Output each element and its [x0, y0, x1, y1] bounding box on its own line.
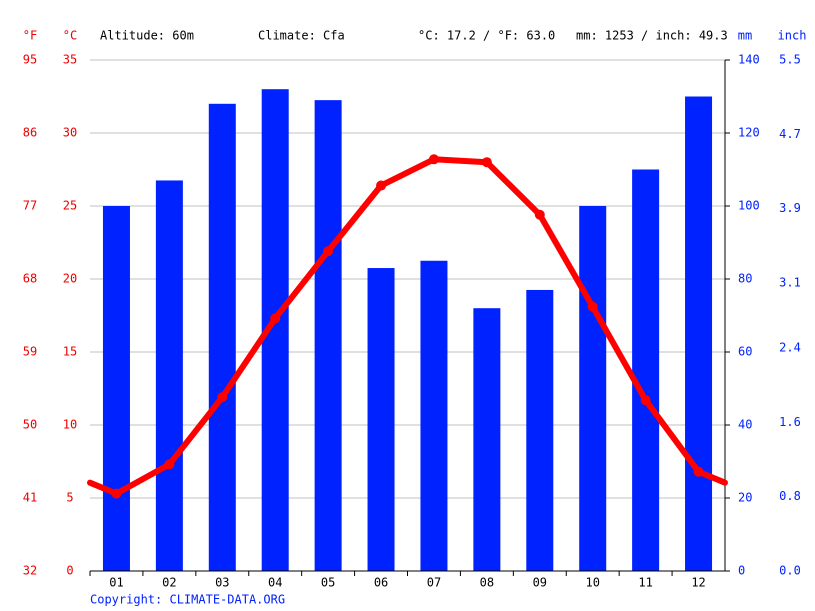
x-tick-label: 07 [427, 576, 441, 590]
inch-tick-label: 1.6 [779, 415, 801, 429]
precipitation-bar [685, 96, 713, 571]
header-info: Climate: Cfa [258, 29, 345, 43]
y2-tick-label: 0 [738, 564, 745, 578]
header-info: mm: 1253 / inch: 49.3 [576, 29, 728, 43]
fahrenheit-tick-label: 86 [23, 126, 37, 140]
inch-tick-label: 0.0 [779, 564, 801, 578]
temperature-point [428, 154, 439, 165]
inch-tick-label: 3.9 [779, 201, 801, 215]
header-info: Altitude: 60m [100, 29, 194, 43]
temperature-point [693, 466, 704, 477]
axis-unit: °F [23, 29, 37, 43]
x-tick-label: 12 [691, 576, 705, 590]
y2-tick-label: 40 [738, 418, 752, 432]
fahrenheit-tick-label: 32 [23, 564, 37, 578]
precipitation-bar [155, 180, 183, 571]
temperature-line [113, 156, 702, 497]
y-tick-label: 10 [63, 418, 77, 432]
y-tick-label: 25 [63, 199, 77, 213]
y-tick-label: 20 [63, 272, 77, 286]
precipitation-bar [314, 100, 342, 572]
x-tick-label: 01 [109, 576, 123, 590]
x-tick-label: 08 [480, 576, 494, 590]
inch-tick-label: 3.1 [779, 275, 801, 289]
x-tick-label: 09 [533, 576, 547, 590]
y-tick-label: 0 [66, 564, 73, 578]
x-tick-label: 02 [162, 576, 176, 590]
temperature-point [111, 488, 122, 499]
precipitation-bar [473, 308, 501, 571]
y2-tick-label: 140 [738, 53, 760, 67]
x-tick-label: 04 [268, 576, 282, 590]
y-tick-label: 15 [63, 345, 77, 359]
precipitation-bar [526, 289, 554, 571]
fahrenheit-tick-label: 50 [23, 418, 37, 432]
temperature-point [640, 395, 651, 406]
header-info: °C: 17.2 / °F: 63.0 [418, 29, 555, 43]
y2-tick-label: 80 [738, 272, 752, 286]
x-tick-label: 05 [321, 576, 335, 590]
temperature-point [376, 180, 387, 191]
temperature-point [164, 459, 175, 470]
inch-tick-label: 0.8 [779, 489, 801, 503]
temperature-point [217, 392, 228, 403]
inch-tick-label: 2.4 [779, 341, 801, 355]
fahrenheit-tick-label: 95 [23, 53, 37, 67]
y2-tick-label: 60 [738, 345, 752, 359]
axis-unit: mm [738, 29, 752, 43]
y-tick-label: 35 [63, 53, 77, 67]
y2-tick-label: 20 [738, 491, 752, 505]
temperature-point [481, 157, 492, 168]
fahrenheit-tick-label: 77 [23, 199, 37, 213]
fahrenheit-tick-label: 68 [23, 272, 37, 286]
fahrenheit-tick-label: 41 [23, 491, 37, 505]
y-tick-label: 5 [66, 491, 73, 505]
x-tick-label: 11 [638, 576, 652, 590]
y2-tick-label: 100 [738, 199, 760, 213]
temperature-point [270, 313, 281, 324]
precipitation-bar [208, 103, 236, 572]
x-tick-label: 03 [215, 576, 229, 590]
temperature-point [587, 301, 598, 312]
y2-tick-label: 120 [738, 126, 760, 140]
inch-tick-label: 5.5 [779, 53, 801, 67]
copyright: Copyright: CLIMATE-DATA.ORG [90, 593, 285, 607]
axis-unit: °C [63, 29, 77, 43]
precipitation-bar [420, 260, 448, 571]
temperature-point [323, 246, 334, 257]
temperature-point [534, 209, 545, 220]
precipitation-bar [102, 206, 130, 571]
x-tick-label: 06 [374, 576, 388, 590]
x-tick-label: 10 [585, 576, 599, 590]
fahrenheit-tick-label: 59 [23, 345, 37, 359]
inch-tick-label: 4.7 [779, 127, 801, 141]
precipitation-bar [632, 169, 660, 571]
y-tick-label: 30 [63, 126, 77, 140]
axis-unit: inch [778, 29, 807, 43]
precipitation-bar [579, 206, 607, 571]
precipitation-bar [367, 268, 395, 571]
